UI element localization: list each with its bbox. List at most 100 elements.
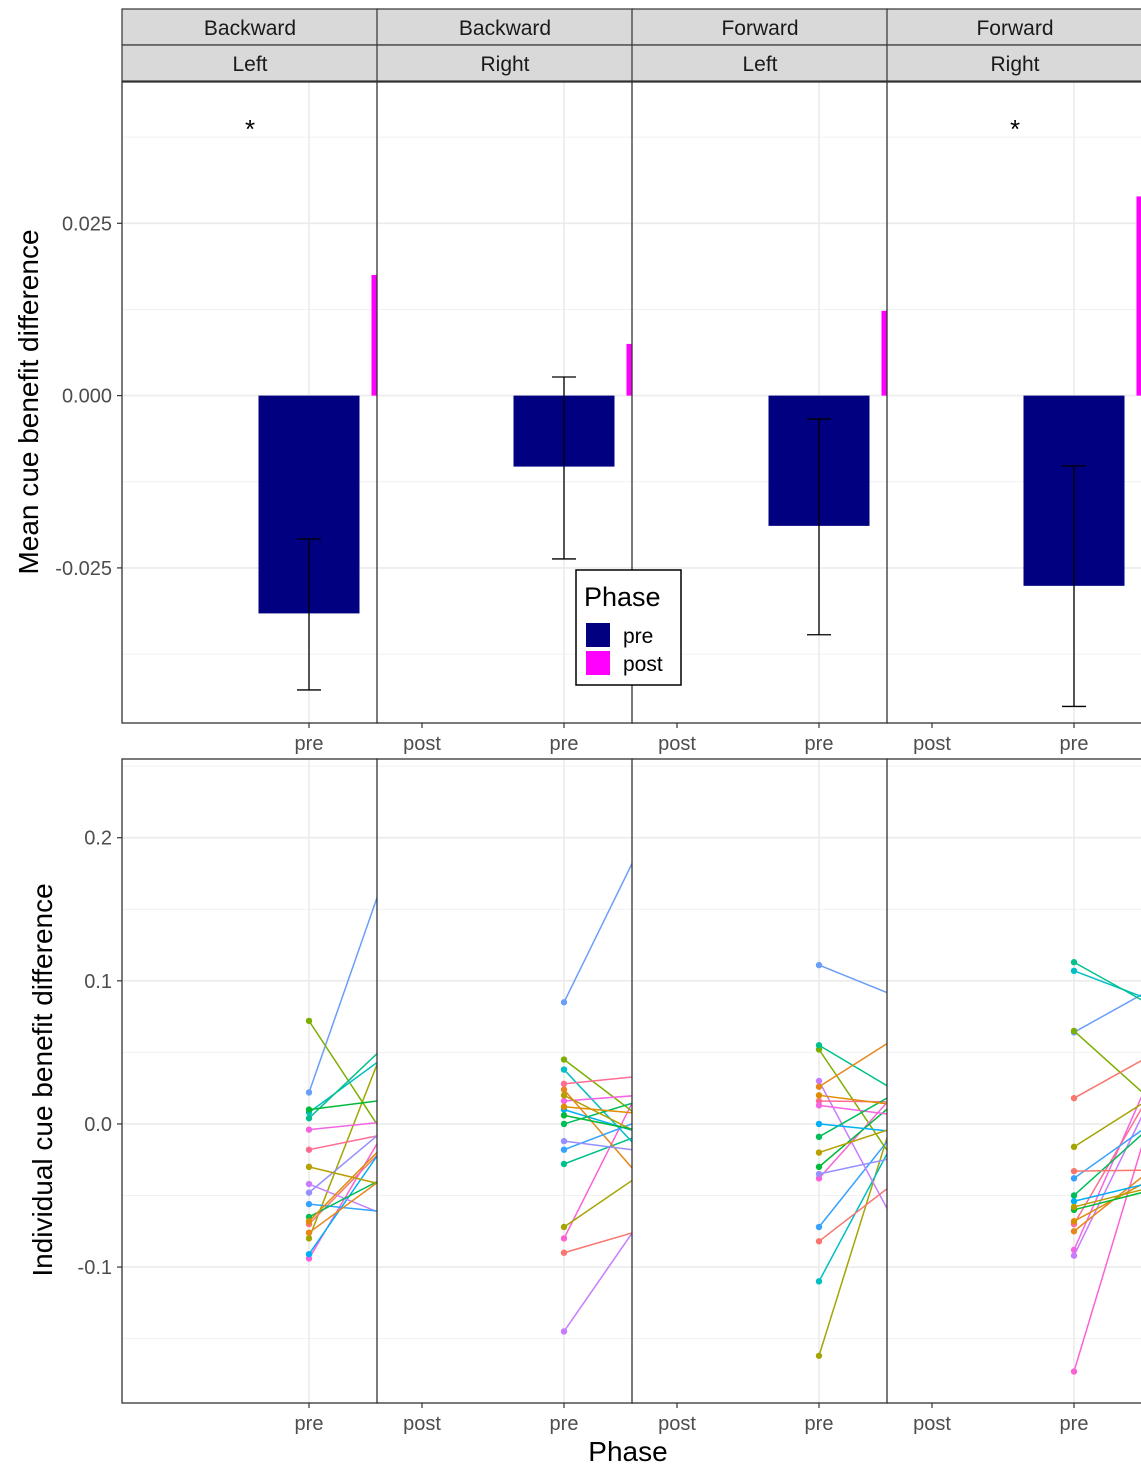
x-tick-label: pre bbox=[550, 733, 579, 755]
legend-swatch-post bbox=[586, 651, 610, 675]
participant-point-pre bbox=[815, 1163, 823, 1171]
participant-point-pre bbox=[305, 1126, 313, 1133]
participant-point-pre bbox=[305, 1089, 313, 1096]
y-tick-label: -0.1 bbox=[78, 1257, 112, 1279]
participant-line bbox=[1073, 970, 1141, 998]
participant-point-pre bbox=[305, 1106, 313, 1113]
participant-point-pre bbox=[1070, 1167, 1078, 1175]
participant-point-pre bbox=[560, 1223, 568, 1231]
participant-line bbox=[1073, 1192, 1141, 1211]
y-tick-label: -0.025 bbox=[55, 558, 112, 580]
participant-point-pre bbox=[815, 1170, 823, 1178]
participant-point-pre bbox=[815, 1120, 823, 1128]
x-tick-label: post bbox=[658, 1413, 696, 1435]
participant-point-pre bbox=[560, 1235, 568, 1242]
facet-strip bbox=[376, 8, 634, 46]
participant-point-pre bbox=[560, 1137, 568, 1145]
participant-point-pre bbox=[815, 1223, 823, 1231]
facet-strip-label: Forward bbox=[721, 17, 798, 40]
participant-line bbox=[1073, 1108, 1141, 1225]
participant-point-pre bbox=[1070, 1027, 1078, 1035]
top-3-panel: * bbox=[886, 81, 1141, 724]
participant-point-pre bbox=[305, 1229, 313, 1236]
participant-line bbox=[1073, 1176, 1141, 1232]
participant-point-pre bbox=[1070, 1252, 1078, 1259]
participant-line bbox=[1073, 1189, 1141, 1208]
facet-strip bbox=[121, 44, 379, 82]
participant-line bbox=[1073, 1103, 1141, 1148]
x-tick-label: post bbox=[403, 1413, 441, 1435]
participant-point-pre bbox=[305, 1200, 313, 1208]
participant-point-pre bbox=[560, 1080, 568, 1088]
participant-point-pre bbox=[560, 1097, 568, 1105]
x-tick-label: pre bbox=[295, 733, 324, 755]
participant-point-pre bbox=[815, 1278, 823, 1285]
participant-point-pre bbox=[815, 1042, 823, 1049]
participant-point-pre bbox=[305, 1017, 313, 1025]
facet-strip bbox=[631, 44, 889, 82]
participant-point-pre bbox=[560, 1146, 568, 1153]
participant-point-pre bbox=[560, 1120, 568, 1128]
bottom-3-background bbox=[887, 759, 1141, 1403]
participant-point-pre bbox=[1070, 1143, 1078, 1151]
participant-point-pre bbox=[1070, 1203, 1078, 1211]
participant-point-pre bbox=[305, 1250, 313, 1258]
panel-border bbox=[886, 758, 1141, 1404]
participant-point-pre bbox=[1070, 959, 1078, 966]
x-tick-label: post bbox=[913, 733, 951, 755]
legend-swatch-pre bbox=[586, 623, 610, 647]
participant-point-pre bbox=[815, 1102, 823, 1109]
participant-point-pre bbox=[560, 1103, 568, 1110]
facet-strip-label: Left bbox=[232, 53, 267, 76]
legend-label: post bbox=[623, 653, 663, 676]
y-tick-label: 0.2 bbox=[84, 828, 112, 850]
participant-point-pre bbox=[815, 1133, 823, 1141]
participant-point-pre bbox=[560, 1112, 568, 1119]
panel-border bbox=[886, 81, 1141, 724]
facet-strip bbox=[886, 8, 1141, 46]
participant-point-pre bbox=[815, 1149, 823, 1156]
x-tick-label: post bbox=[658, 733, 696, 755]
participant-point-pre bbox=[305, 1235, 313, 1242]
x-axis-title: Phase bbox=[588, 1436, 667, 1467]
participant-line bbox=[1073, 1059, 1141, 1099]
x-tick-label: post bbox=[913, 1413, 951, 1435]
participant-point-pre bbox=[305, 1163, 313, 1171]
participant-point-pre bbox=[815, 1238, 823, 1245]
participant-line bbox=[1073, 1184, 1141, 1202]
x-tick-label: post bbox=[403, 733, 441, 755]
participant-line bbox=[1073, 1183, 1141, 1222]
significance-marker: * bbox=[245, 114, 255, 144]
facet-strip bbox=[121, 8, 379, 46]
participant-point-pre bbox=[1070, 1218, 1078, 1225]
x-tick-label: pre bbox=[295, 1413, 324, 1435]
participant-line bbox=[1073, 961, 1141, 1001]
participant-point-pre bbox=[560, 999, 568, 1006]
participant-point-pre bbox=[1070, 967, 1078, 975]
participant-line bbox=[1073, 1134, 1141, 1197]
participant-point-pre bbox=[560, 1056, 568, 1063]
participant-point-pre bbox=[560, 1328, 568, 1335]
significance-marker: * bbox=[1010, 114, 1020, 144]
participant-point-pre bbox=[1070, 1094, 1078, 1102]
facet-strip bbox=[376, 44, 634, 82]
participant-line bbox=[1073, 1146, 1141, 1372]
participant-line bbox=[1073, 1169, 1141, 1172]
y-tick-label: 0.000 bbox=[62, 386, 112, 408]
x-tick-label: pre bbox=[805, 1413, 834, 1435]
bottom-2-background bbox=[632, 759, 888, 1403]
participant-point-pre bbox=[1070, 1192, 1078, 1199]
participant-point-pre bbox=[1070, 1368, 1078, 1375]
facet-strip-label: Backward bbox=[204, 17, 296, 40]
x-tick-label: pre bbox=[550, 1413, 579, 1435]
participant-point-pre bbox=[815, 1083, 823, 1090]
participant-line bbox=[1073, 1096, 1141, 1251]
participant-point-pre bbox=[1070, 1228, 1078, 1235]
facet-strip-label: Right bbox=[990, 53, 1039, 76]
participant-line bbox=[1073, 1030, 1141, 1093]
facet-strip-label: Forward bbox=[976, 17, 1053, 40]
participant-point-pre bbox=[560, 1066, 568, 1073]
y-axis-title: Individual cue benefit difference bbox=[27, 883, 58, 1276]
bottom-0-background bbox=[122, 759, 378, 1403]
